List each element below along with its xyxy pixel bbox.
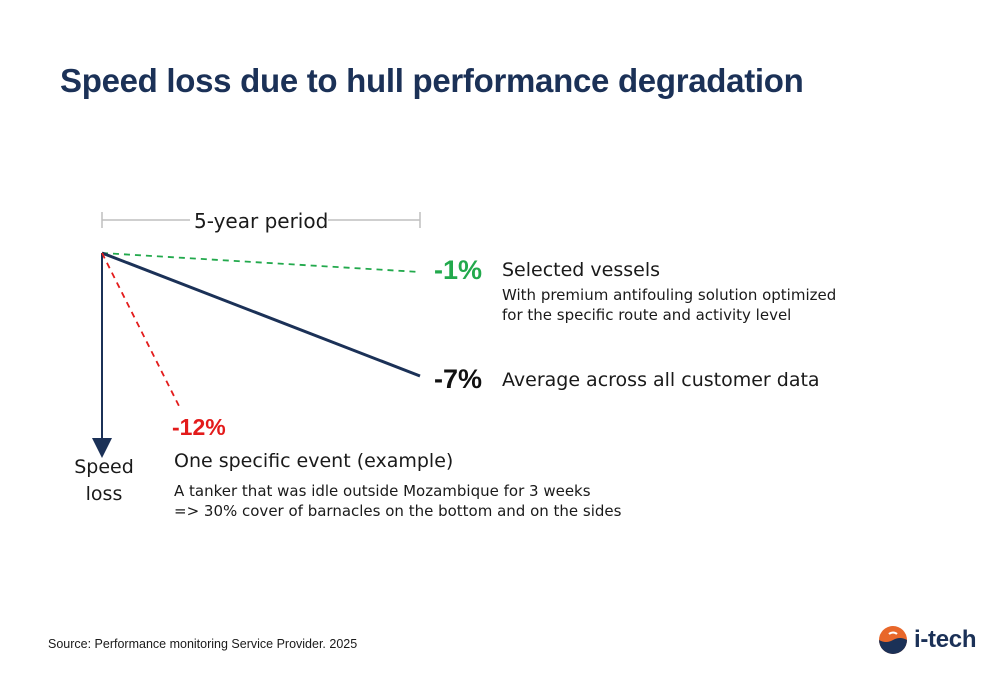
specific-event-line <box>101 252 181 409</box>
specific-event-description-line: => 30% cover of barnacles on the bottom … <box>174 502 622 520</box>
speed-loss-axis-label: Speed loss <box>66 454 142 508</box>
itech-logo-text: i-tech <box>914 626 977 653</box>
selected-vessels-heading: Selected vessels <box>502 259 661 281</box>
itech-logo-icon <box>879 626 907 654</box>
period-label: 5-year period <box>194 209 329 233</box>
source-note: Source: Performance monitoring Service P… <box>48 637 358 651</box>
average-line <box>101 251 421 378</box>
selected-vessels-line <box>101 252 421 273</box>
specific-event-heading: One specific event (example) <box>174 450 454 472</box>
selected-vessels-value: -1% <box>434 255 483 285</box>
average-value: -7% <box>434 364 483 394</box>
specific-event-description-line: A tanker that was idle outside Mozambiqu… <box>174 482 591 500</box>
axis-label-text: Speed loss <box>74 456 134 505</box>
itech-logo: i-tech <box>878 624 977 656</box>
period-bracket <box>101 212 421 228</box>
selected-vessels-description-line: With premium antifouling solution optimi… <box>502 286 837 304</box>
specific-event-value: -12% <box>172 414 226 440</box>
average-heading: Average across all customer data <box>502 369 820 391</box>
page-title: Speed loss due to hull performance degra… <box>60 62 804 99</box>
selected-vessels-description-line: for the specific route and activity leve… <box>502 306 792 324</box>
